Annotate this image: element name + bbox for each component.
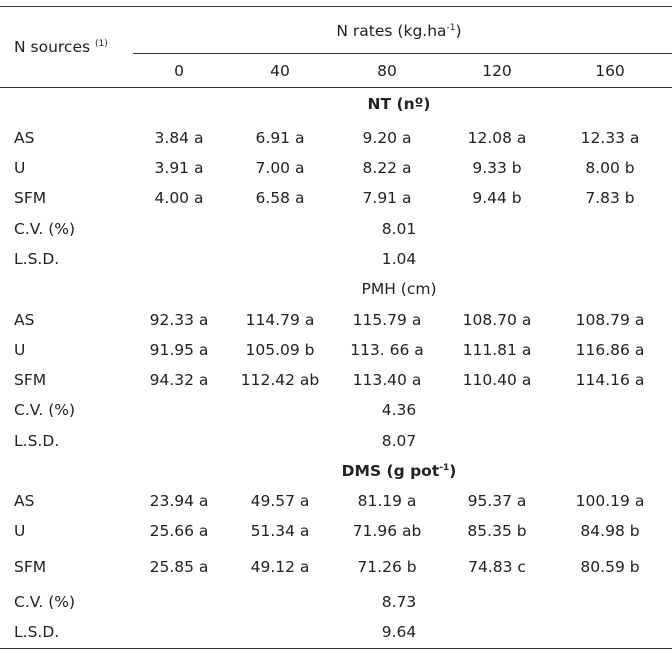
table-cell: 108.79 a [575,311,645,329]
table-cell: 95.37 a [467,492,527,510]
row-label: U [14,159,26,177]
row-label: AS [14,492,35,510]
cv-value: 8.01 [381,220,417,238]
table-cell: 8.00 b [585,159,635,177]
table-cell: 113. 66 a [350,341,424,359]
table-cell: 115.79 a [352,311,422,329]
table-cell: 23.94 a [149,492,209,510]
n-rates-unit-exponent: -1 [446,23,456,33]
section-title-text: DMS (g pot [341,462,440,480]
table-cell: 12.08 a [467,129,527,147]
table-cell: 112.42 ab [240,371,320,389]
lsd-label: L.S.D. [14,623,60,641]
table-cell: 7.83 b [585,189,635,207]
row-label: SFM [14,371,47,389]
table-cell: 100.19 a [575,492,645,510]
row-label: U [14,341,26,359]
table-cell: 4.00 a [154,189,204,207]
row-label: AS [14,311,35,329]
table-cell: 80.59 b [580,558,640,576]
table-cell: 113.40 a [352,371,422,389]
lsd-label: L.S.D. [14,250,60,268]
table-cell: 105.09 b [245,341,315,359]
table-cell: 111.81 a [462,341,532,359]
table-cell: 92.33 a [149,311,209,329]
bottom-rule [0,648,672,649]
top-rule [0,6,672,7]
table-cell: 9.44 b [472,189,522,207]
section-title: NT (nº) [368,94,431,114]
cv-label: C.V. (%) [14,401,76,419]
cv-label: C.V. (%) [14,220,76,238]
table-cell: 74.83 c [468,558,526,576]
n-sources-label: N sources [14,38,91,56]
table-cell: 71.26 b [357,558,417,576]
cv-value: 4.36 [381,401,417,419]
table-cell: 114.16 a [575,371,645,389]
section-title: PMH (cm) [361,279,436,299]
table-cell: 116.86 a [575,341,645,359]
lsd-value: 9.64 [381,623,417,641]
table-cell: 84.98 b [580,522,640,540]
table-cell: 12.33 a [580,129,640,147]
n-rates-header: N rates (kg.ha-1) [336,21,461,41]
rate-header-160: 160 [595,62,625,80]
rate-header-120: 120 [482,62,512,80]
cv-value: 8.73 [381,593,417,611]
lsd-value: 8.07 [381,432,417,450]
section-title: DMS (g pot-1) [342,461,457,481]
row-label: AS [14,129,35,147]
rate-header-80: 80 [377,62,397,80]
table-cell: 91.95 a [149,341,209,359]
cv-label: C.V. (%) [14,593,76,611]
rate-header-40: 40 [270,62,290,80]
row-label: SFM [14,189,47,207]
n-sources-header: N sources (1) [14,37,108,57]
table-cell: 71.96 ab [352,522,422,540]
table-cell: 110.40 a [462,371,532,389]
table-cell: 25.66 a [149,522,209,540]
table-cell: 9.20 a [362,129,412,147]
rates-header-rule [133,53,672,54]
row-label: SFM [14,558,47,576]
table-cell: 8.22 a [362,159,412,177]
table-cell: 49.12 a [250,558,310,576]
table-cell: 7.00 a [255,159,305,177]
lsd-label: L.S.D. [14,432,60,450]
table-cell: 6.91 a [255,129,305,147]
n-sources-footnote: (1) [95,39,108,49]
header-bottom-rule [0,87,672,88]
table-cell: 3.84 a [154,129,204,147]
row-label: U [14,522,26,540]
table-cell: 25.85 a [149,558,209,576]
table-cell: 3.91 a [154,159,204,177]
table-cell: 7.91 a [362,189,412,207]
table-cell: 9.33 b [472,159,522,177]
table-cell: 49.57 a [250,492,310,510]
section-title-text: PMH (cm) [361,280,437,298]
table-cell: 108.70 a [462,311,532,329]
section-title-close: ) [449,462,457,480]
table-cell: 114.79 a [245,311,315,329]
lsd-value: 1.04 [381,250,417,268]
section-title-text: NT (nº) [367,95,431,113]
n-rates-close: ) [455,22,462,40]
table-cell: 6.58 a [255,189,305,207]
section-title-exponent: -1 [439,463,450,473]
n-rates-label: N rates (kg.ha [336,22,447,40]
table-cell: 94.32 a [149,371,209,389]
table-cell: 51.34 a [250,522,310,540]
rate-header-0: 0 [174,62,184,80]
table-cell: 85.35 b [467,522,527,540]
table-cell: 81.19 a [357,492,417,510]
